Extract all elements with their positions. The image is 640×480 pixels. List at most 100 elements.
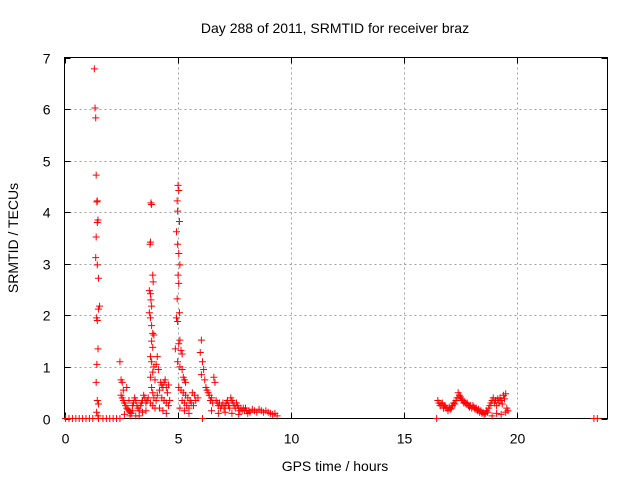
data-point	[178, 350, 186, 358]
data-point	[497, 396, 505, 404]
data-point	[197, 371, 205, 379]
data-point	[96, 302, 104, 310]
y-tick-label: 3	[43, 257, 51, 273]
data-point	[116, 358, 124, 366]
data-point	[173, 295, 181, 303]
data-point	[93, 360, 101, 368]
data-point	[149, 343, 157, 351]
y-tick-label: 0	[43, 412, 51, 428]
data-point	[148, 384, 156, 392]
data-point	[175, 340, 183, 348]
data-point	[210, 373, 218, 381]
data-point	[488, 412, 496, 420]
data-point	[174, 181, 182, 189]
data-point	[92, 171, 100, 179]
x-tick-label: 0	[62, 431, 70, 447]
data-point	[93, 261, 101, 269]
data-point	[176, 336, 184, 344]
data-point	[148, 337, 156, 345]
data-point	[455, 391, 463, 399]
data-point	[93, 317, 101, 325]
data-point	[501, 395, 509, 403]
data-point	[93, 396, 101, 404]
data-point	[147, 199, 155, 207]
data-point	[214, 409, 222, 417]
data-point	[196, 348, 204, 356]
data-point	[154, 366, 162, 374]
y-tick-label: 4	[43, 205, 51, 221]
data-point	[221, 408, 229, 416]
chart-title: Day 288 of 2011, SRMTID for receiver bra…	[201, 20, 469, 36]
data-point	[149, 278, 157, 286]
x-tick-label: 10	[284, 431, 300, 447]
data-point	[146, 240, 154, 248]
y-tick-label: 5	[43, 154, 51, 170]
plot-area-frame	[64, 57, 608, 419]
data-point	[123, 384, 131, 392]
data-point	[149, 271, 157, 279]
tick-layer: 0 5 10 15 20 0 1 2 3 4 5 6 7	[43, 51, 608, 447]
data-point	[175, 309, 183, 317]
data-point	[163, 389, 171, 397]
data-point	[189, 402, 197, 410]
x-tick-label: 15	[397, 431, 413, 447]
data-point	[118, 378, 126, 386]
data-point	[185, 409, 193, 417]
data-point	[200, 366, 208, 374]
data-point	[182, 378, 190, 386]
data-point	[93, 197, 101, 205]
data-point	[199, 358, 207, 366]
data-point	[92, 378, 100, 386]
data-point	[120, 410, 128, 418]
data-point	[176, 261, 184, 269]
data-point	[173, 197, 181, 205]
data-point	[132, 396, 140, 404]
data-point	[235, 410, 243, 418]
data-point	[497, 410, 505, 418]
data-point	[498, 400, 506, 408]
data-point	[151, 376, 159, 384]
data-point	[178, 366, 186, 374]
y-tick-label: 7	[43, 51, 51, 67]
data-point	[175, 279, 183, 287]
data-point	[126, 412, 134, 420]
data-point	[502, 390, 510, 398]
data-point	[180, 407, 188, 415]
data-point	[148, 322, 156, 330]
data-point	[153, 353, 161, 361]
data-point	[93, 219, 101, 227]
data-point	[150, 331, 158, 339]
data-point	[484, 408, 492, 416]
data-point	[174, 240, 182, 248]
data-point	[451, 400, 459, 408]
data-point	[142, 407, 150, 415]
data-point	[194, 394, 202, 402]
data-point	[90, 65, 98, 73]
data-point	[92, 233, 100, 241]
data-point	[92, 254, 100, 262]
grid-layer	[64, 57, 608, 419]
data-point	[148, 200, 156, 208]
data-point	[146, 353, 154, 361]
data-point	[171, 345, 179, 353]
data-point	[116, 415, 124, 422]
data-point	[145, 287, 153, 295]
data-point	[152, 396, 160, 404]
data-point	[149, 389, 157, 397]
data-point	[91, 104, 99, 112]
data-point	[146, 314, 154, 322]
data-point	[593, 415, 601, 422]
data-point	[273, 412, 281, 420]
y-tick-label: 1	[43, 360, 51, 376]
data-point	[147, 296, 155, 304]
data-point	[166, 396, 174, 404]
data-point	[94, 400, 102, 408]
data-point	[175, 187, 183, 195]
data-point	[172, 314, 180, 322]
data-point	[94, 305, 102, 313]
data-point	[458, 395, 466, 403]
data-point	[174, 271, 182, 279]
data-point	[211, 378, 219, 386]
data-point	[146, 373, 154, 381]
